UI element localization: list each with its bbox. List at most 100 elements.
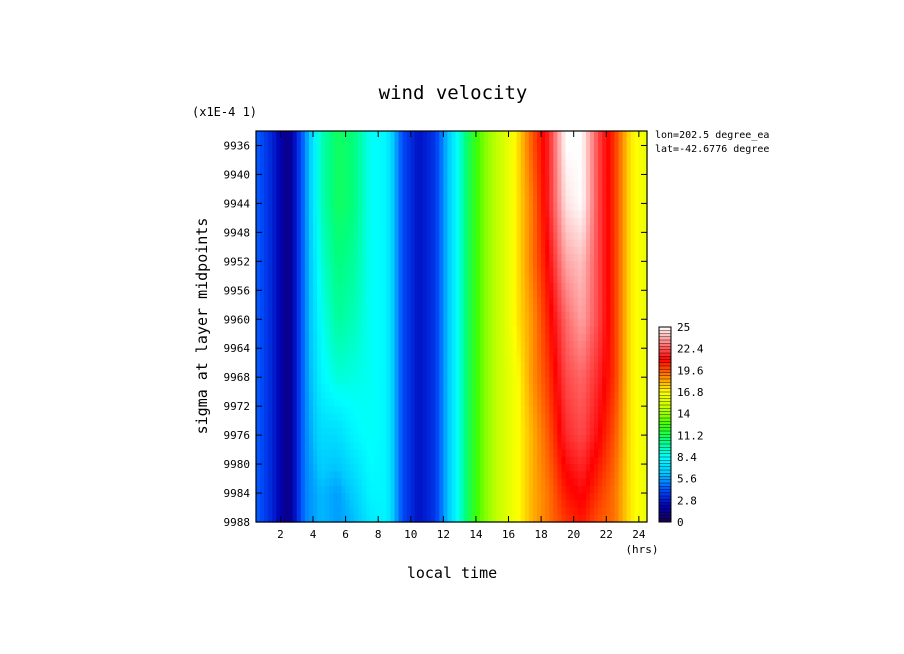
- heatmap-cell: [492, 254, 497, 262]
- heatmap-cell: [365, 290, 371, 299]
- heatmap-cell: [565, 174, 571, 183]
- heatmap-cell: [594, 225, 599, 233]
- heatmap-cell: [410, 406, 416, 414]
- heatmap-cell: [370, 297, 375, 306]
- heatmap-cell: [626, 326, 632, 335]
- heatmap-cell: [325, 485, 330, 494]
- heatmap-cell: [365, 297, 371, 306]
- heatmap-cell: [353, 246, 359, 255]
- heatmap-cell: [484, 174, 489, 183]
- heatmap-cell: [545, 355, 550, 364]
- heatmap-cell: [406, 493, 412, 501]
- heatmap-cell: [488, 485, 493, 494]
- heatmap-cell: [471, 384, 477, 393]
- heatmap-cell: [394, 312, 400, 320]
- heatmap-cell: [418, 340, 424, 349]
- heatmap-cell: [321, 420, 326, 429]
- heatmap-cell: [341, 485, 347, 494]
- heatmap-cell: [500, 340, 506, 349]
- heatmap-cell: [496, 442, 501, 451]
- heatmap-cell: [414, 500, 420, 509]
- heatmap-cell: [520, 449, 526, 458]
- heatmap-cell: [471, 138, 477, 147]
- heatmap-cell: [541, 456, 546, 465]
- heatmap-cell: [638, 449, 644, 458]
- heatmap-cell: [610, 167, 616, 176]
- heatmap-cell: [439, 261, 444, 270]
- heatmap-cell: [581, 427, 587, 436]
- heatmap-cell: [516, 138, 522, 147]
- heatmap-cell: [378, 254, 383, 262]
- heatmap-cell: [292, 398, 298, 407]
- heatmap-cell: [406, 319, 412, 328]
- heatmap-cell: [459, 312, 465, 320]
- heatmap-cell: [598, 456, 603, 465]
- heatmap-cell: [398, 485, 404, 494]
- heatmap-cell: [296, 355, 302, 364]
- heatmap-cell: [394, 420, 400, 429]
- heatmap-cell: [638, 340, 644, 349]
- heatmap-cell: [337, 174, 343, 183]
- heatmap-cell: [475, 225, 481, 233]
- heatmap-cell: [365, 159, 371, 168]
- heatmap-cell: [484, 333, 489, 342]
- heatmap-cell: [378, 377, 383, 386]
- heatmap-cell: [398, 196, 404, 205]
- heatmap-cell: [492, 449, 497, 458]
- heatmap-cell: [374, 493, 379, 501]
- heatmap-cell: [508, 391, 514, 400]
- heatmap-cell: [280, 196, 286, 205]
- heatmap-cell: [329, 340, 334, 349]
- heatmap-cell: [569, 340, 575, 349]
- heatmap-cell: [284, 464, 290, 472]
- heatmap-cell: [496, 449, 501, 458]
- heatmap-cell: [541, 275, 546, 284]
- heatmap-cell: [341, 312, 347, 320]
- heatmap-cell: [296, 312, 302, 320]
- heatmap-cell: [630, 384, 636, 393]
- heatmap-cell: [333, 203, 339, 212]
- heatmap-cell: [325, 333, 330, 342]
- heatmap-cell: [329, 398, 334, 407]
- heatmap-cell: [532, 391, 538, 400]
- heatmap-cell: [549, 449, 554, 458]
- heatmap-cell: [557, 254, 563, 262]
- heatmap-cell: [439, 174, 444, 183]
- heatmap-cell: [443, 181, 449, 190]
- heatmap-cell: [492, 442, 497, 451]
- heatmap-cell: [549, 348, 554, 357]
- heatmap-cell: [349, 449, 355, 458]
- heatmap-cell: [630, 362, 636, 371]
- heatmap-cell: [439, 435, 444, 443]
- heatmap-cell: [467, 152, 473, 161]
- heatmap-cell: [528, 225, 534, 233]
- heatmap-cell: [406, 152, 412, 161]
- heatmap-cell: [325, 340, 330, 349]
- heatmap-cell: [313, 377, 318, 386]
- heatmap-cell: [313, 232, 318, 241]
- heatmap-cell: [439, 246, 444, 255]
- heatmap-cell: [504, 435, 510, 443]
- heatmap-cell: [451, 333, 457, 342]
- heatmap-cell: [313, 449, 318, 458]
- heatmap-cell: [382, 464, 387, 472]
- heatmap-cell: [329, 355, 334, 364]
- heatmap-cell: [435, 398, 440, 407]
- heatmap-cell: [467, 159, 473, 168]
- heatmap-cell: [308, 500, 314, 509]
- heatmap-cell: [402, 427, 408, 436]
- heatmap-cell: [333, 442, 339, 451]
- heatmap-cell: [414, 254, 420, 262]
- heatmap-cell: [422, 188, 428, 197]
- heatmap-cell: [585, 138, 591, 147]
- heatmap-cell: [386, 275, 391, 284]
- heatmap-cell: [488, 239, 493, 248]
- heatmap-cell: [386, 406, 391, 414]
- heatmap-cell: [569, 362, 575, 371]
- heatmap-cell: [447, 312, 453, 320]
- heatmap-cell: [374, 427, 379, 436]
- heatmap-cell: [459, 326, 465, 335]
- heatmap-cell: [341, 188, 347, 197]
- heatmap-cell: [569, 131, 575, 139]
- heatmap-cell: [325, 159, 330, 168]
